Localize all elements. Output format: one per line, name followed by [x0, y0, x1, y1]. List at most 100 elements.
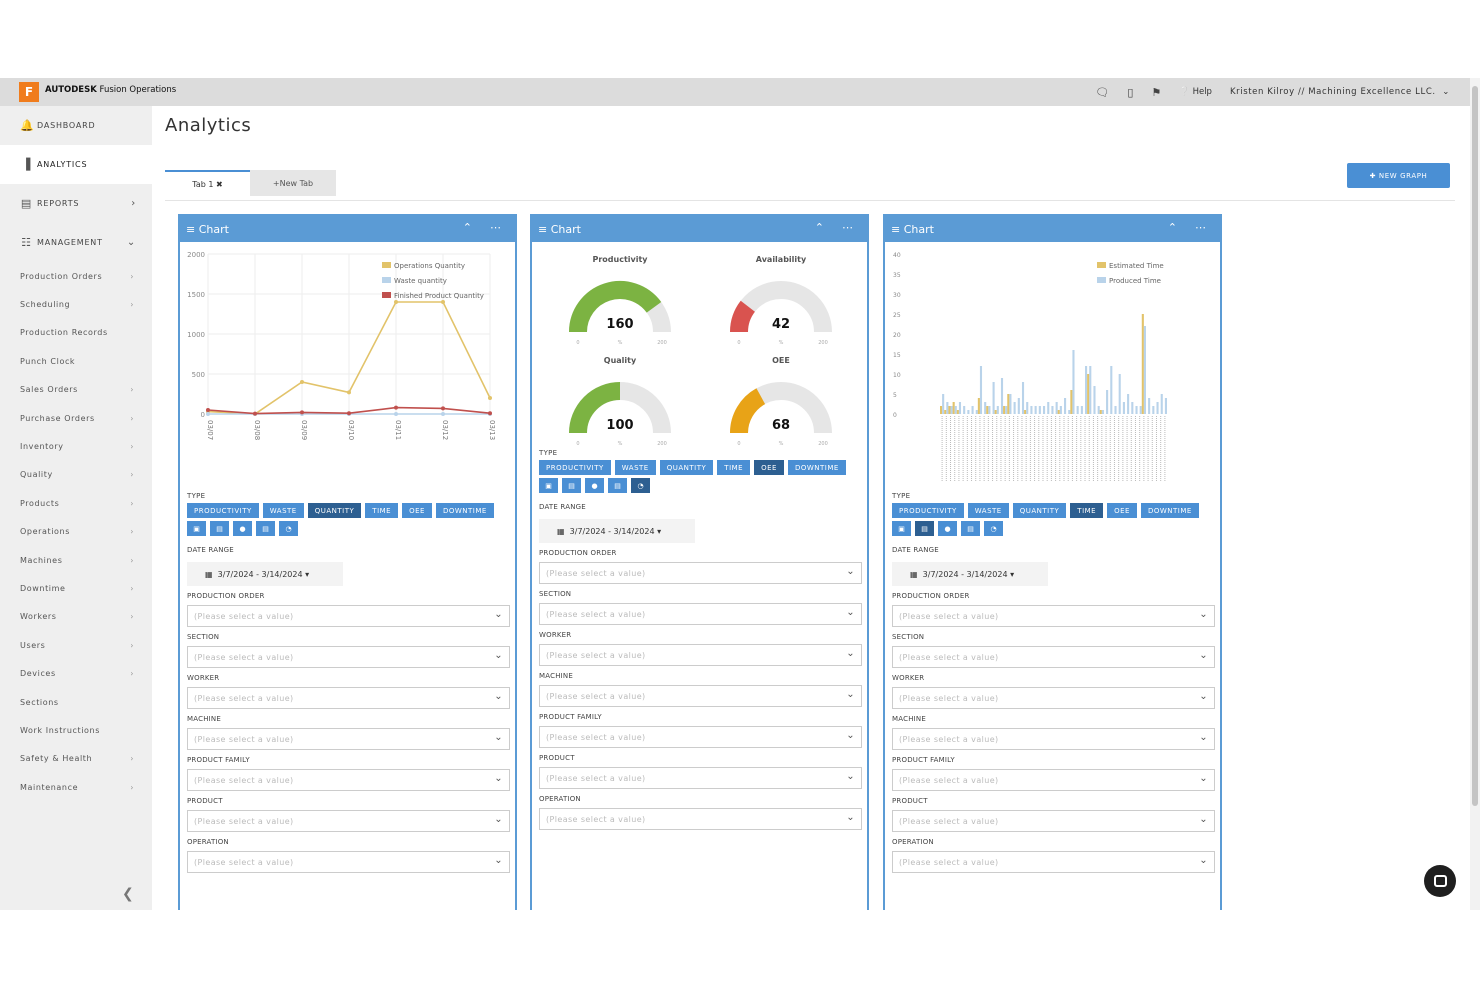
time-button[interactable]: TIME [717, 460, 751, 475]
machine-select[interactable]: (Please select a value) ⌄ [187, 728, 510, 750]
sidebar-subitem-downtime[interactable]: Downtime › [20, 583, 134, 593]
quantity-button[interactable]: QUANTITY [659, 460, 714, 475]
sidebar-subitem-purchase-orders[interactable]: Purchase Orders › [20, 413, 134, 423]
sidebar-subitem-quality[interactable]: Quality › [20, 470, 134, 480]
downtime-button[interactable]: DOWNTIME [1140, 503, 1199, 518]
image-icon[interactable]: ▣ [892, 521, 911, 536]
image-icon[interactable]: ▣ [539, 478, 558, 493]
sidebar-subitem-sections[interactable]: Sections [20, 697, 59, 707]
operation-select[interactable]: (Please select a value) ⌄ [539, 808, 862, 830]
scrollbar-thumb[interactable] [1472, 86, 1478, 806]
support-chat-button[interactable] [1424, 865, 1456, 897]
image-icon[interactable]: ▣ [187, 521, 206, 536]
sidebar-subitem-workers[interactable]: Workers › [20, 612, 134, 622]
productivity-button[interactable]: PRODUCTIVITY [892, 503, 964, 518]
sidebar-item-analytics[interactable]: ▐ ANALYTICS [0, 145, 152, 184]
time-button[interactable]: TIME [1070, 503, 1104, 518]
user-menu[interactable]: Kristen Kilroy // Machining Excellence L… [1229, 87, 1450, 97]
productivity-button[interactable]: PRODUCTIVITY [187, 503, 259, 518]
y-tick-label: 35 [893, 272, 901, 279]
sidebar-subitem-products[interactable]: Products › [20, 498, 134, 508]
collapse-icon[interactable]: ⌃ [462, 221, 472, 234]
more-icon[interactable]: ⋯ [842, 221, 853, 234]
pie-icon[interactable]: ◔ [631, 478, 650, 493]
bar-chart-icon[interactable]: ▤ [915, 521, 934, 536]
worker-select[interactable]: (Please select a value) ⌄ [892, 687, 1215, 709]
machine-select[interactable]: (Please select a value) ⌄ [539, 685, 862, 707]
section-select[interactable]: (Please select a value) ⌄ [892, 646, 1215, 668]
table-icon[interactable]: ▤ [608, 478, 627, 493]
oee-button[interactable]: OEE [1107, 503, 1137, 518]
close-tab-icon[interactable]: ✖ [216, 179, 223, 189]
pie-icon[interactable]: ◔ [279, 521, 298, 536]
sidebar-subitem-devices[interactable]: Devices › [20, 669, 134, 679]
sidebar-subitem-production-records[interactable]: Production Records [20, 328, 108, 338]
gauge-icon[interactable]: ● [585, 478, 604, 493]
product-select[interactable]: (Please select a value) ⌄ [892, 810, 1215, 832]
table-icon[interactable]: ▤ [256, 521, 275, 536]
date-range-picker[interactable]: ▦ 3/7/2024 - 3/14/2024 ▾ [539, 519, 695, 543]
oee-button[interactable]: OEE [402, 503, 432, 518]
tablet-icon[interactable]: ▯ [1127, 85, 1134, 99]
waste-button[interactable]: WASTE [967, 503, 1009, 518]
production-order-select[interactable]: (Please select a value) ⌄ [539, 562, 862, 584]
downtime-button[interactable]: DOWNTIME [435, 503, 494, 518]
sidebar-subitem-inventory[interactable]: Inventory › [20, 442, 134, 452]
sidebar-subitem-users[interactable]: Users › [20, 640, 134, 650]
bar-chart-icon[interactable]: ▤ [562, 478, 581, 493]
waste-button[interactable]: WASTE [614, 460, 656, 475]
more-icon[interactable]: ⋯ [490, 221, 501, 234]
production-order-select[interactable]: (Please select a value) ⌄ [187, 605, 510, 627]
collapse-icon[interactable]: ⌃ [1167, 221, 1177, 234]
pie-icon[interactable]: ◔ [984, 521, 1003, 536]
sidebar-item-management[interactable]: ☷ MANAGEMENT ⌄ [21, 236, 136, 249]
product-family-select[interactable]: (Please select a value) ⌄ [539, 726, 862, 748]
new-tab-button[interactable]: +New Tab [250, 170, 336, 196]
waste-button[interactable]: WASTE [262, 503, 304, 518]
sidebar-item-reports[interactable]: ▤ REPORTS › [20, 197, 136, 210]
new-graph-button[interactable]: ✚ NEW GRAPH [1347, 163, 1450, 188]
operation-select[interactable]: (Please select a value) ⌄ [187, 851, 510, 873]
collapse-sidebar-icon[interactable]: ❮ [122, 886, 134, 902]
worker-select[interactable]: (Please select a value) ⌄ [539, 644, 862, 666]
bookmark-icon[interactable]: ⚑ [1151, 85, 1162, 99]
gauge-icon[interactable]: ● [233, 521, 252, 536]
product-family-select[interactable]: (Please select a value) ⌄ [187, 769, 510, 791]
downtime-button[interactable]: DOWNTIME [787, 460, 846, 475]
sidebar-subitem-safety-health[interactable]: Safety & Health › [20, 754, 134, 764]
product-family-select[interactable]: (Please select a value) ⌄ [892, 769, 1215, 791]
operation-select[interactable]: (Please select a value) ⌄ [892, 851, 1215, 873]
help-link[interactable]: ❔ Help [1179, 87, 1212, 97]
sidebar-subitem-sales-orders[interactable]: Sales Orders › [20, 385, 134, 395]
collapse-icon[interactable]: ⌃ [814, 221, 824, 234]
sidebar-subitem-maintenance[interactable]: Maintenance › [20, 782, 134, 792]
quantity-button[interactable]: QUANTITY [1012, 503, 1067, 518]
sidebar-subitem-production-orders[interactable]: Production Orders › [20, 271, 134, 281]
sidebar-item-dashboard[interactable]: 🔔 DASHBOARD [20, 119, 96, 132]
section-select[interactable]: (Please select a value) ⌄ [187, 646, 510, 668]
quantity-button[interactable]: QUANTITY [307, 503, 362, 518]
product-select[interactable]: (Please select a value) ⌄ [539, 767, 862, 789]
date-range-picker[interactable]: ▦ 3/7/2024 - 3/14/2024 ▾ [892, 562, 1048, 586]
sidebar-subitem-work-instructions[interactable]: Work Instructions [20, 725, 100, 735]
sidebar-subitem-machines[interactable]: Machines › [20, 555, 134, 565]
productivity-button[interactable]: PRODUCTIVITY [539, 460, 611, 475]
chat-icon[interactable]: 🗨 [1095, 85, 1110, 99]
production-order-select[interactable]: (Please select a value) ⌄ [892, 605, 1215, 627]
worker-select[interactable]: (Please select a value) ⌄ [187, 687, 510, 709]
sidebar-subitem-punch-clock[interactable]: Punch Clock [20, 356, 76, 366]
page-scrollbar[interactable] [1470, 78, 1480, 910]
machine-select[interactable]: (Please select a value) ⌄ [892, 728, 1215, 750]
date-range-picker[interactable]: ▦ 3/7/2024 - 3/14/2024 ▾ [187, 562, 343, 586]
table-icon[interactable]: ▤ [961, 521, 980, 536]
gauge-icon[interactable]: ● [938, 521, 957, 536]
oee-button[interactable]: OEE [754, 460, 784, 475]
product-select[interactable]: (Please select a value) ⌄ [187, 810, 510, 832]
bar-chart-icon[interactable]: ▤ [210, 521, 229, 536]
more-icon[interactable]: ⋯ [1195, 221, 1206, 234]
time-button[interactable]: TIME [365, 503, 399, 518]
sidebar-subitem-scheduling[interactable]: Scheduling › [20, 300, 134, 310]
tab-1[interactable]: Tab 1 ✖ [165, 170, 250, 196]
section-select[interactable]: (Please select a value) ⌄ [539, 603, 862, 625]
sidebar-subitem-operations[interactable]: Operations › [20, 527, 134, 537]
